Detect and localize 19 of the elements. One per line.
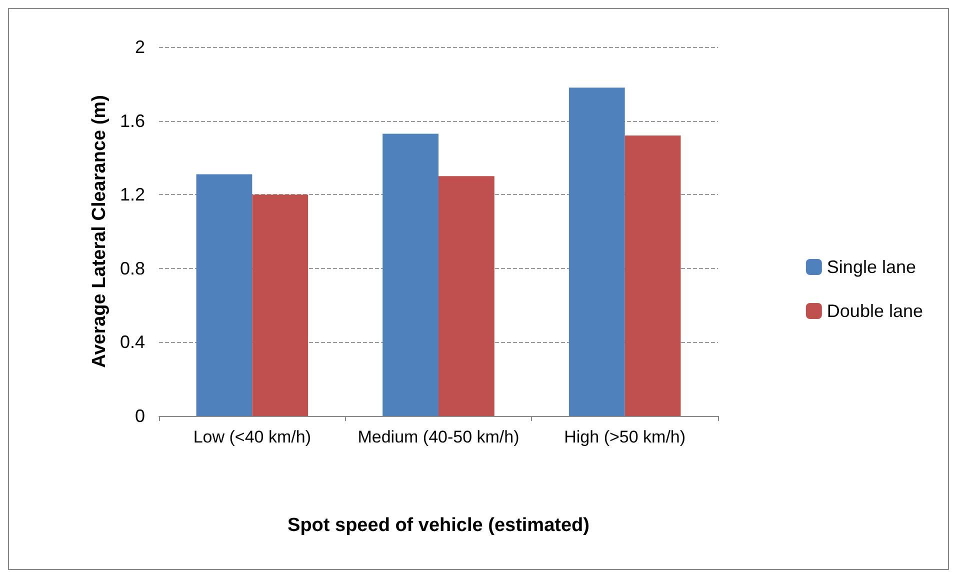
y-tick-label: 1.2 bbox=[120, 184, 145, 205]
y-tick-label: 1.6 bbox=[120, 110, 145, 131]
y-tick-label: 0.8 bbox=[120, 258, 145, 278]
legend-label: Single lane bbox=[826, 257, 916, 277]
x-tick-label: Low (<40 km/h) bbox=[193, 428, 311, 446]
bar bbox=[252, 194, 308, 416]
x-axis-title: Spot speed of vehicle (estimated) bbox=[288, 515, 590, 536]
y-tick-label: 0.4 bbox=[120, 332, 145, 352]
x-tick-label: High (>50 km/h) bbox=[564, 428, 686, 446]
y-axis-title: Average Lateral Clearance (m) bbox=[89, 95, 110, 368]
bar bbox=[196, 174, 252, 416]
bar bbox=[438, 176, 494, 416]
bar bbox=[624, 136, 681, 416]
y-tick-label: 2 bbox=[134, 37, 145, 57]
y-tick-label: 0 bbox=[134, 406, 145, 426]
legend-label: Double lane bbox=[826, 301, 924, 321]
x-tick-label: Medium (40-50 km/h) bbox=[358, 428, 520, 446]
bar bbox=[382, 134, 438, 416]
bar bbox=[568, 88, 625, 416]
